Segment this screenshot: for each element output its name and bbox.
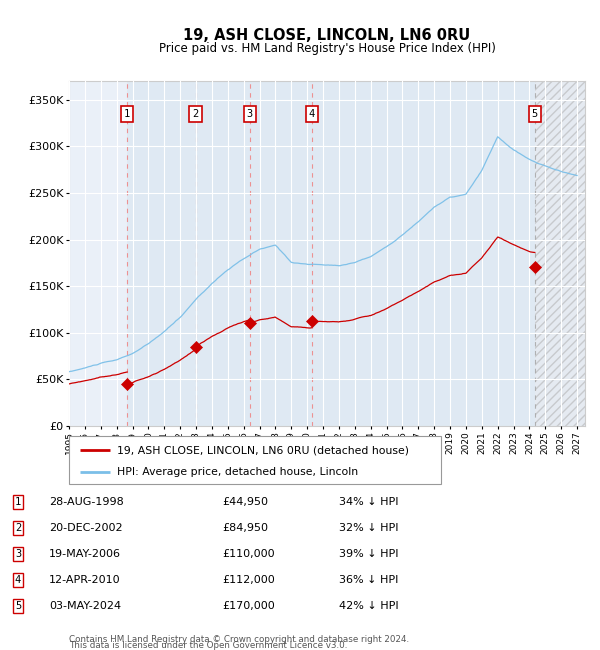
Bar [196,81,250,426]
Bar [535,81,585,426]
Text: 32% ↓ HPI: 32% ↓ HPI [339,523,398,533]
Text: £44,950: £44,950 [222,497,268,507]
Text: £170,000: £170,000 [222,601,275,611]
Text: 12-APR-2010: 12-APR-2010 [49,575,121,585]
Text: HPI: Average price, detached house, Lincoln: HPI: Average price, detached house, Linc… [118,467,358,477]
Text: 5: 5 [532,109,538,119]
Text: 1: 1 [124,109,130,119]
Text: 2: 2 [193,109,199,119]
Text: 2: 2 [15,523,21,533]
Text: 28-AUG-1998: 28-AUG-1998 [49,497,124,507]
Text: 19, ASH CLOSE, LINCOLN, LN6 0RU: 19, ASH CLOSE, LINCOLN, LN6 0RU [184,28,470,44]
Text: £110,000: £110,000 [222,549,275,559]
Text: 4: 4 [15,575,21,585]
Text: £112,000: £112,000 [222,575,275,585]
Text: 19, ASH CLOSE, LINCOLN, LN6 0RU (detached house): 19, ASH CLOSE, LINCOLN, LN6 0RU (detache… [118,445,409,455]
Text: 5: 5 [15,601,21,611]
Text: 03-MAY-2024: 03-MAY-2024 [49,601,121,611]
Bar [535,81,585,426]
Text: 4: 4 [308,109,315,119]
Text: 34% ↓ HPI: 34% ↓ HPI [339,497,398,507]
Text: 3: 3 [15,549,21,559]
Bar [127,81,196,426]
Text: Contains HM Land Registry data © Crown copyright and database right 2024.: Contains HM Land Registry data © Crown c… [69,634,409,644]
Text: 3: 3 [247,109,253,119]
Text: 20-DEC-2002: 20-DEC-2002 [49,523,123,533]
Text: 19-MAY-2006: 19-MAY-2006 [49,549,121,559]
Text: £84,950: £84,950 [222,523,268,533]
Text: This data is licensed under the Open Government Licence v3.0.: This data is licensed under the Open Gov… [69,641,347,650]
Text: 42% ↓ HPI: 42% ↓ HPI [339,601,398,611]
Text: 39% ↓ HPI: 39% ↓ HPI [339,549,398,559]
Bar [311,81,535,426]
Bar [250,81,311,426]
Text: Price paid vs. HM Land Registry's House Price Index (HPI): Price paid vs. HM Land Registry's House … [158,42,496,55]
Text: 36% ↓ HPI: 36% ↓ HPI [339,575,398,585]
Text: 1: 1 [15,497,21,507]
